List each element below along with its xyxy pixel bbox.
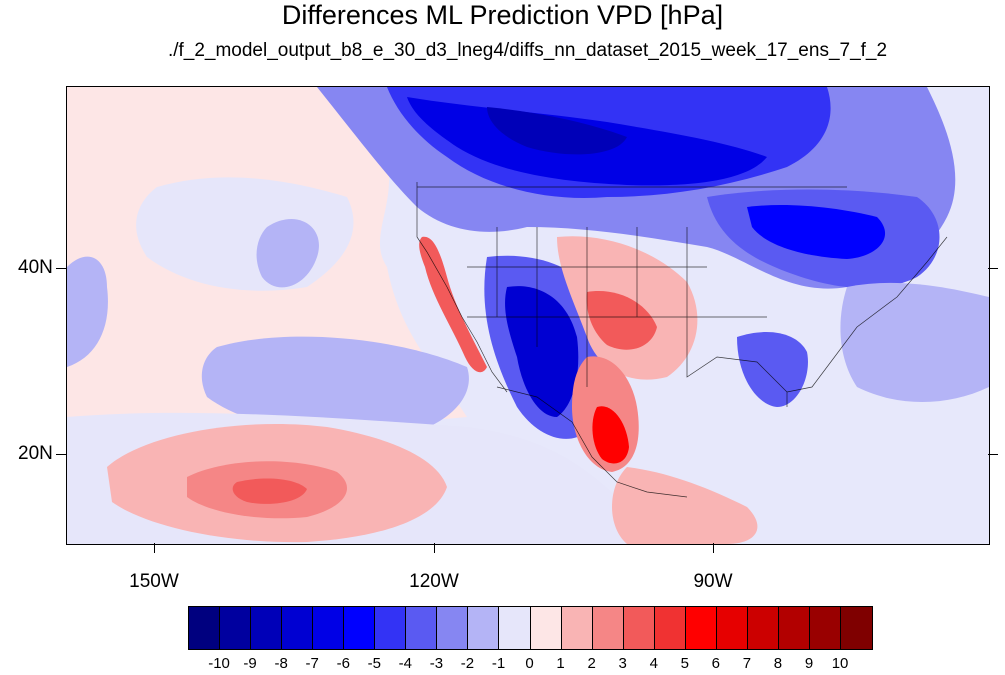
colorbar-box-14 — [623, 607, 655, 649]
california-positive — [419, 236, 487, 373]
colorbar-label--5: -5 — [367, 655, 381, 672]
colorbar-label--2: -2 — [460, 655, 475, 672]
map-title: Differences ML Prediction VPD [hPa] — [281, 0, 724, 30]
colorbar — [188, 606, 874, 650]
plains-positive-core — [586, 291, 657, 350]
colorbar-box-4 — [313, 607, 345, 649]
colorbar-box-17 — [716, 607, 748, 649]
colorbar-label-7: 7 — [742, 655, 752, 672]
map-subtitle: ./f_2_model_output_b8_e_30_d3_lneg4/diff… — [167, 40, 888, 61]
colorbar-box-18 — [747, 607, 779, 649]
pacific-negative-west — [67, 256, 108, 367]
colorbar-box-8 — [437, 607, 469, 649]
pacific-negative-south — [201, 336, 469, 438]
colorbar-box-9 — [468, 607, 500, 649]
tick-lon-120w — [434, 543, 435, 553]
colorbar-box-12 — [561, 607, 593, 649]
lat-label-20n: 20N — [18, 443, 53, 464]
tick-lat-40-right — [988, 268, 998, 269]
southeast-negative — [737, 332, 808, 407]
colorbar-label-10: 10 — [831, 655, 849, 672]
colorbar-labels: -10 -9 -8 -7 -6 -5 -4 -3 -2 -1 0 1 2 3 4 5 6 7 8 9 10 — [0, 655, 1005, 675]
colorbar-label--7: -7 — [305, 655, 319, 672]
tick-lon-150w — [154, 543, 155, 553]
pacific-negative-mid — [256, 218, 319, 288]
colorbar-label-6: 6 — [711, 655, 721, 672]
colorbar-label-1: 1 — [556, 655, 565, 672]
colorbar-box-2 — [251, 607, 283, 649]
boundaries — [416, 182, 948, 498]
colorbar-label-8: 8 — [773, 655, 783, 672]
colorbar-box-3 — [282, 607, 314, 649]
northeast-negative-core — [747, 205, 886, 259]
colorbar-label-2: 2 — [587, 655, 596, 672]
map-panel — [66, 86, 990, 545]
colorbar-label--10: -10 — [208, 655, 230, 672]
pacific-positive-core — [232, 478, 307, 504]
colorbar-box-6 — [375, 607, 407, 649]
lon-label-90w: 90W — [693, 571, 733, 592]
difference-field — [67, 87, 989, 544]
colorbar-label-9: 9 — [804, 655, 814, 672]
colorbar-box-0 — [189, 607, 221, 649]
tick-lat-20-left — [56, 454, 66, 455]
lat-label-40n: 40N — [18, 257, 53, 278]
colorbar-box-13 — [592, 607, 624, 649]
southwest-negative-core — [505, 286, 579, 417]
colorbar-label--6: -6 — [336, 655, 350, 672]
colorbar-label-3: 3 — [618, 655, 627, 672]
colorbar-box-11 — [530, 607, 562, 649]
colorbar-box-1 — [220, 607, 252, 649]
atlantic-negative — [840, 282, 989, 402]
canada-negative-deep — [487, 107, 627, 155]
mexico-positive-core — [592, 406, 629, 464]
colorbar-label-0: 0 — [525, 655, 534, 672]
central-america-positive — [612, 467, 758, 544]
colorbar-box-7 — [406, 607, 438, 649]
colorbar-box-21 — [840, 607, 873, 649]
colorbar-label--4: -4 — [398, 655, 413, 672]
lon-label-120w: 120W — [409, 571, 459, 592]
colorbar-box-16 — [685, 607, 717, 649]
colorbar-box-20 — [809, 607, 841, 649]
colorbar-box-19 — [778, 607, 810, 649]
colorbar-box-5 — [344, 607, 376, 649]
colorbar-label--3: -3 — [429, 655, 444, 672]
colorbar-label--9: -9 — [243, 655, 257, 672]
tick-lon-90w — [713, 543, 714, 553]
colorbar-label--1: -1 — [491, 655, 506, 672]
colorbar-box-15 — [654, 607, 686, 649]
colorbar-label--8: -8 — [274, 655, 288, 672]
colorbar-label-4: 4 — [649, 655, 658, 672]
tick-lat-20-right — [988, 454, 998, 455]
colorbar-label-5: 5 — [680, 655, 689, 672]
tick-lat-40-left — [56, 268, 66, 269]
colorbar-box-10 — [499, 607, 531, 649]
lon-label-150w: 150W — [129, 571, 179, 592]
